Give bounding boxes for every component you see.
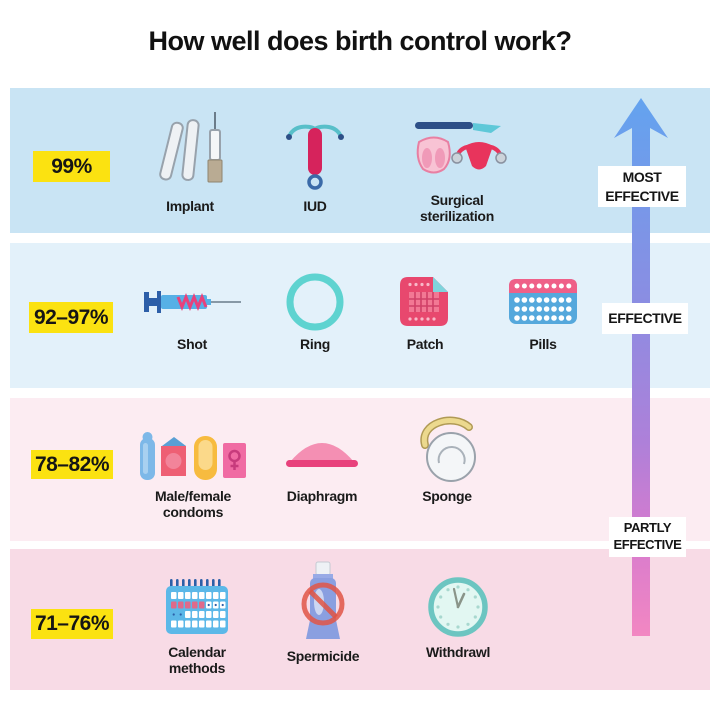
scale-label-line: EFFECTIVE: [605, 187, 679, 204]
calendar-methods-icon: [160, 576, 234, 640]
diaphragm-icon: [282, 426, 362, 484]
method-withdrawal: Withdrawl: [415, 574, 501, 660]
method-shot: Shot: [142, 272, 242, 352]
pills-icon: [505, 272, 581, 332]
effectiveness-badge: 71–76%: [31, 609, 113, 639]
method-label: Male/female condoms: [154, 488, 232, 521]
method-spermicide: Spermicide: [280, 560, 366, 664]
scale-label-partly-effective: PARTLY EFFECTIVE: [609, 517, 686, 557]
withdrawal-clock-icon: [415, 574, 501, 640]
male-female-condoms-icon: [138, 426, 248, 484]
method-label: IUD: [303, 198, 327, 214]
method-calendar: Calendar methods: [160, 576, 234, 676]
surgical-sterilization-icon: [398, 118, 516, 188]
method-surgical-sterilization: Surgical sterilization: [398, 118, 516, 224]
method-diaphragm: Diaphragm: [282, 426, 362, 504]
method-label: Shot: [177, 336, 207, 352]
method-sponge: Sponge: [408, 414, 486, 504]
method-label: Diaphragm: [286, 488, 358, 504]
tier-band-effective: [10, 243, 710, 388]
tier-band-most-effective: [10, 88, 710, 233]
method-pills: Pills: [505, 272, 581, 352]
sponge-icon: [408, 414, 486, 484]
scale-label-most-effective: MOST EFFECTIVE: [598, 166, 686, 207]
scale-label-line: PARTLY: [623, 520, 672, 536]
method-label: Spermicide: [286, 648, 360, 664]
method-label: Patch: [406, 336, 444, 352]
scale-label-line: MOST: [622, 169, 662, 186]
method-patch: Patch: [392, 272, 458, 352]
effectiveness-badge: 99%: [33, 151, 110, 182]
effectiveness-badge: 92–97%: [29, 302, 113, 333]
method-label: Withdrawl: [425, 644, 491, 660]
method-implant: Implant: [145, 110, 235, 214]
page-title: How well does birth control work?: [148, 26, 572, 56]
method-iud: IUD: [277, 112, 353, 214]
method-label: Surgical sterilization: [420, 192, 494, 225]
scale-label-effective: EFFECTIVE: [602, 303, 688, 334]
method-condoms: Male/female condoms: [138, 426, 248, 520]
scale-label-line: EFFECTIVE: [608, 310, 682, 327]
method-ring: Ring: [284, 272, 346, 352]
implant-icon: [145, 110, 235, 194]
scale-label-line: EFFECTIVE: [613, 537, 682, 552]
shot-icon: [142, 272, 242, 332]
method-label: Calendar methods: [168, 644, 226, 677]
iud-icon: [277, 112, 353, 194]
patch-icon: [392, 272, 458, 332]
spermicide-icon: [280, 560, 366, 644]
method-label: Ring: [300, 336, 330, 352]
ring-icon: [284, 272, 346, 332]
effectiveness-arrow-icon: [614, 98, 668, 636]
effectiveness-badge: 78–82%: [31, 450, 113, 479]
method-label: Implant: [166, 198, 214, 214]
tier-band-partly-effective-upper: [10, 398, 710, 541]
method-label: Pills: [529, 336, 557, 352]
method-label: Sponge: [422, 488, 472, 504]
tier-band-partly-effective-lower: [10, 549, 710, 690]
